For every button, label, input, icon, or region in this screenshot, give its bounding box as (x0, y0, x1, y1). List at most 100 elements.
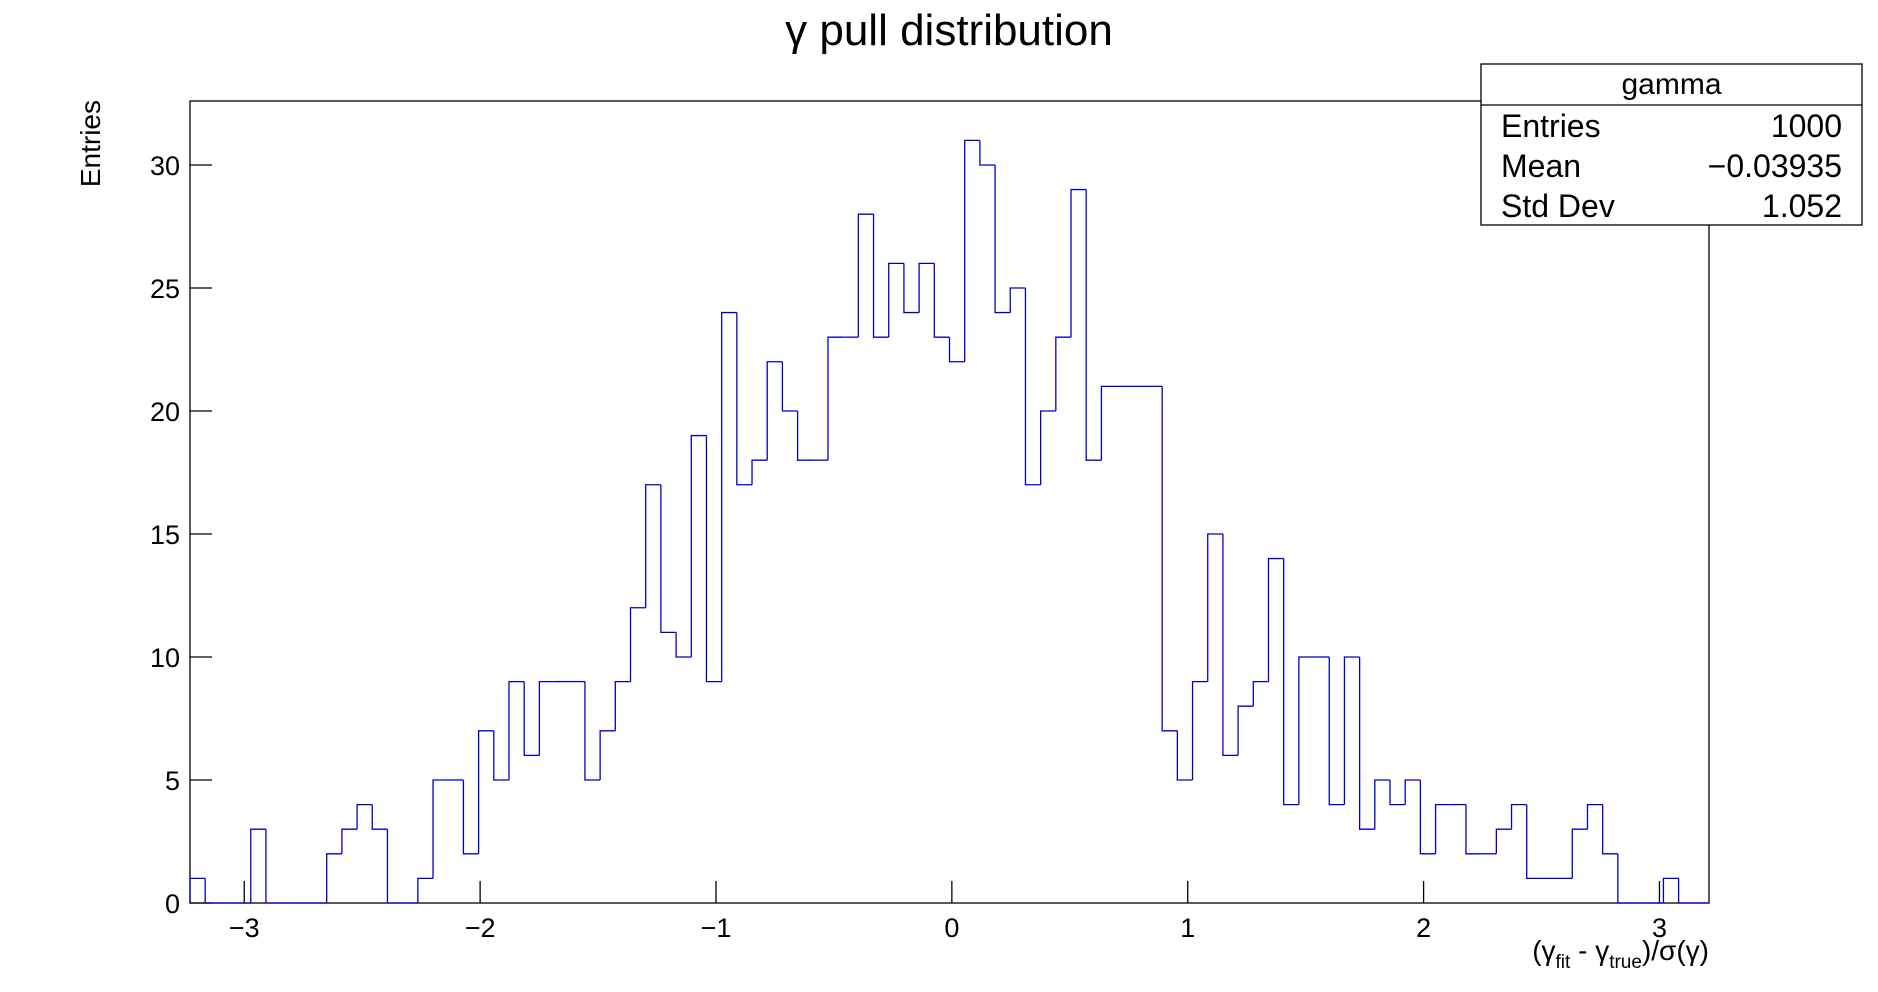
histogram-bin (796, 410, 813, 461)
histogram-bin (964, 139, 980, 362)
histogram-bin (857, 213, 874, 338)
histogram-bin (1328, 656, 1345, 806)
histogram-bin (675, 632, 692, 658)
x-tick-label: 2 (1416, 913, 1431, 943)
x-axis-label-part: )/σ(γ) (1642, 935, 1709, 966)
stats-label: Mean (1501, 148, 1581, 184)
y-tick-label: 20 (150, 397, 180, 427)
histogram-bin (1176, 730, 1193, 781)
histogram-bin (356, 803, 373, 830)
histogram-bin (751, 459, 768, 485)
histogram-bin (204, 878, 221, 904)
histogram-bin (326, 853, 342, 903)
histogram-bin (1191, 680, 1208, 780)
stats-label: Entries (1501, 108, 1601, 144)
histogram-bin (1100, 385, 1117, 461)
histogram-bin (690, 434, 707, 657)
histogram-bin (493, 730, 509, 781)
x-tick-label: 3 (1652, 913, 1667, 943)
x-tick-label: −1 (701, 913, 732, 943)
histogram-bin (948, 337, 965, 363)
histogram-bin (1434, 803, 1451, 854)
stats-value: 1.052 (1762, 188, 1842, 224)
histogram-bin (1510, 803, 1527, 830)
histogram-bin (341, 828, 358, 854)
histogram-bin (508, 680, 525, 780)
chart-title: γ pull distribution (785, 6, 1113, 55)
histogram-bin (1677, 878, 1694, 904)
histogram-bin (1374, 779, 1391, 830)
histogram-bin (462, 779, 479, 855)
histogram-bin (417, 877, 434, 903)
histogram-bin (599, 730, 616, 780)
x-tick-label: −2 (465, 913, 496, 943)
histogram-bin (1267, 557, 1284, 682)
x-axis-label-subscript: true (1609, 952, 1642, 973)
histogram-bin (1404, 779, 1421, 805)
histogram-bin (1252, 680, 1269, 707)
histogram-bin (1602, 804, 1618, 855)
histogram-bin (1237, 705, 1254, 756)
histogram-bin (1495, 828, 1512, 854)
x-axis-label: (γfit - γtrue)/σ(γ) (1532, 935, 1709, 973)
histogram-bin (1298, 656, 1315, 805)
histogram-bin (1222, 533, 1239, 757)
stats-value: 1000 (1771, 108, 1842, 144)
histogram-bin (660, 484, 677, 634)
histogram-bin (827, 336, 844, 461)
histogram-bin (1465, 804, 1482, 855)
histogram-bin (432, 779, 449, 879)
y-tick-label: 0 (165, 889, 180, 919)
y-tick-label: 5 (165, 766, 180, 796)
histogram-bin (189, 877, 206, 903)
histogram-bin (371, 804, 388, 830)
histogram-bin (538, 680, 555, 756)
y-axis-label: Entries (75, 100, 106, 187)
histogram-bin (386, 829, 403, 904)
x-axis-label-part: - γ (1570, 935, 1609, 966)
histogram-bin (705, 435, 722, 683)
stats-value: −0.03935 (1708, 148, 1842, 184)
histogram-bin (1039, 410, 1056, 485)
histogram-bin (888, 262, 904, 338)
y-tick-label: 10 (150, 643, 180, 673)
histogram-bin (918, 262, 935, 313)
stats-label: Std Dev (1501, 188, 1615, 224)
histogram-bin (994, 164, 1011, 314)
x-axis-label-subscript: fit (1556, 952, 1572, 973)
histogram-bin (584, 681, 601, 781)
histogram-bin (1358, 656, 1375, 830)
histogram-bin (477, 730, 494, 854)
histogram-bin (903, 263, 920, 314)
y-tick-label: 15 (150, 520, 180, 550)
histogram-bin (1055, 336, 1072, 411)
histogram-bin (645, 484, 661, 608)
histogram-bin (766, 361, 783, 461)
histogram-bin (1526, 804, 1542, 880)
x-tick-label: 1 (1180, 913, 1195, 943)
histogram-bin (736, 312, 753, 486)
histogram-bin (872, 214, 889, 338)
plot-frame (189, 100, 1710, 904)
histogram-bin (933, 263, 950, 338)
histogram-bin (979, 140, 996, 166)
histogram-bin (629, 607, 646, 682)
histogram-bin (523, 681, 540, 757)
histogram-bin (1207, 533, 1223, 682)
stats-box (1480, 63, 1863, 226)
histogram-bin (1389, 779, 1406, 806)
x-tick-label: −3 (229, 913, 260, 943)
histogram-bin (614, 680, 631, 731)
histogram-bin (721, 311, 737, 682)
histogram-bin (781, 361, 798, 412)
stats-title: gamma (1621, 68, 1721, 101)
histogram-bin (1617, 853, 1634, 904)
histogram-bin (1571, 828, 1588, 879)
x-tick-label: 0 (944, 913, 959, 943)
histogram-bin (1009, 287, 1026, 313)
histogram-bin (250, 828, 266, 903)
histogram-bin (1161, 386, 1178, 732)
histogram-bin (1283, 558, 1299, 806)
x-axis-label-part: (γ (1532, 935, 1555, 966)
